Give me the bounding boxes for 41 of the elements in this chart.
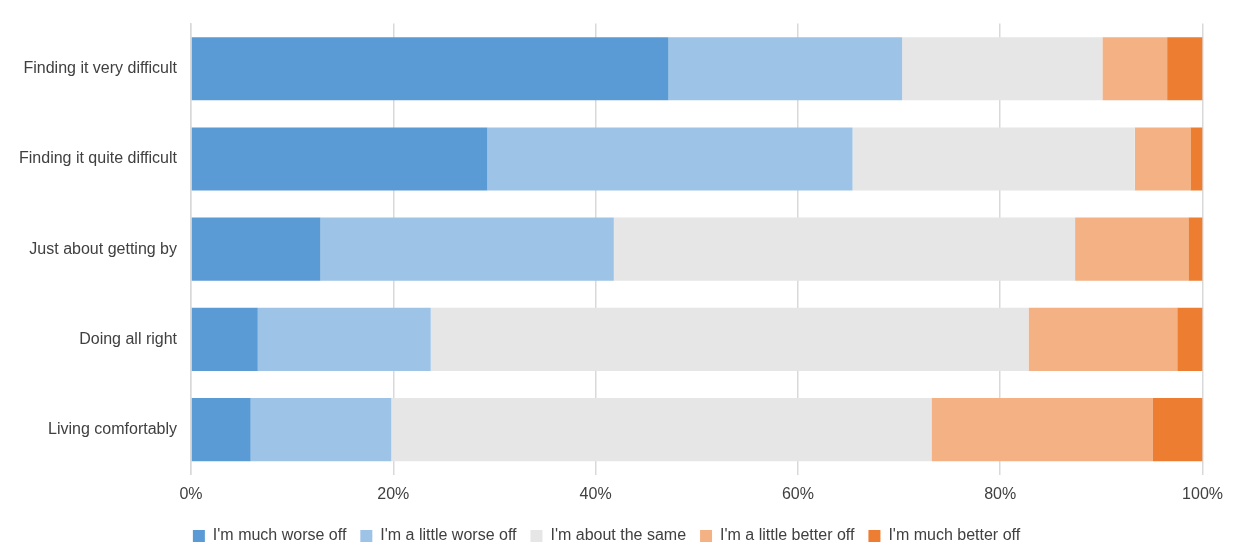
y-tick-label: Finding it very difficult <box>23 59 178 77</box>
bar <box>430 307 1029 372</box>
bar <box>1134 127 1191 191</box>
bar <box>1028 307 1178 372</box>
legend-label: I'm a little worse off <box>380 526 518 544</box>
bar <box>391 398 932 462</box>
bar <box>191 37 669 101</box>
bar <box>191 307 258 372</box>
y-tick-label: Living comfortably <box>48 420 178 438</box>
bar <box>902 37 1103 101</box>
bar <box>1102 37 1168 101</box>
y-tick-label: Just about getting by <box>29 239 178 257</box>
legend-label: I'm about the same <box>550 526 687 544</box>
bar <box>191 398 251 462</box>
bar <box>852 127 1135 191</box>
bar <box>191 217 321 281</box>
bar <box>250 398 392 462</box>
bar <box>1075 217 1189 281</box>
x-tick-label: 80% <box>984 484 1017 502</box>
bar <box>668 37 903 101</box>
bar <box>1177 307 1203 372</box>
x-tick-label: 20% <box>377 484 410 502</box>
y-tick-label: Finding it quite difficult <box>19 149 178 167</box>
legend-label: I'm a little better off <box>720 526 855 544</box>
bar <box>1190 127 1203 191</box>
bar <box>257 307 431 372</box>
bar <box>487 127 853 191</box>
legend-label: I'm much better off <box>888 526 1021 544</box>
x-tick-label: 100% <box>1182 484 1223 502</box>
bar <box>1167 37 1203 101</box>
legend-label: I'm much worse off <box>212 526 347 544</box>
bar <box>613 217 1076 281</box>
bar <box>191 127 488 191</box>
y-tick-label: Doing all right <box>79 329 178 347</box>
bar <box>320 217 614 281</box>
bar <box>1152 398 1203 462</box>
x-tick-label: 0% <box>179 484 203 502</box>
x-tick-label: 40% <box>579 484 612 502</box>
bar <box>1188 217 1203 281</box>
x-tick-label: 60% <box>781 484 814 502</box>
bar <box>931 398 1153 462</box>
